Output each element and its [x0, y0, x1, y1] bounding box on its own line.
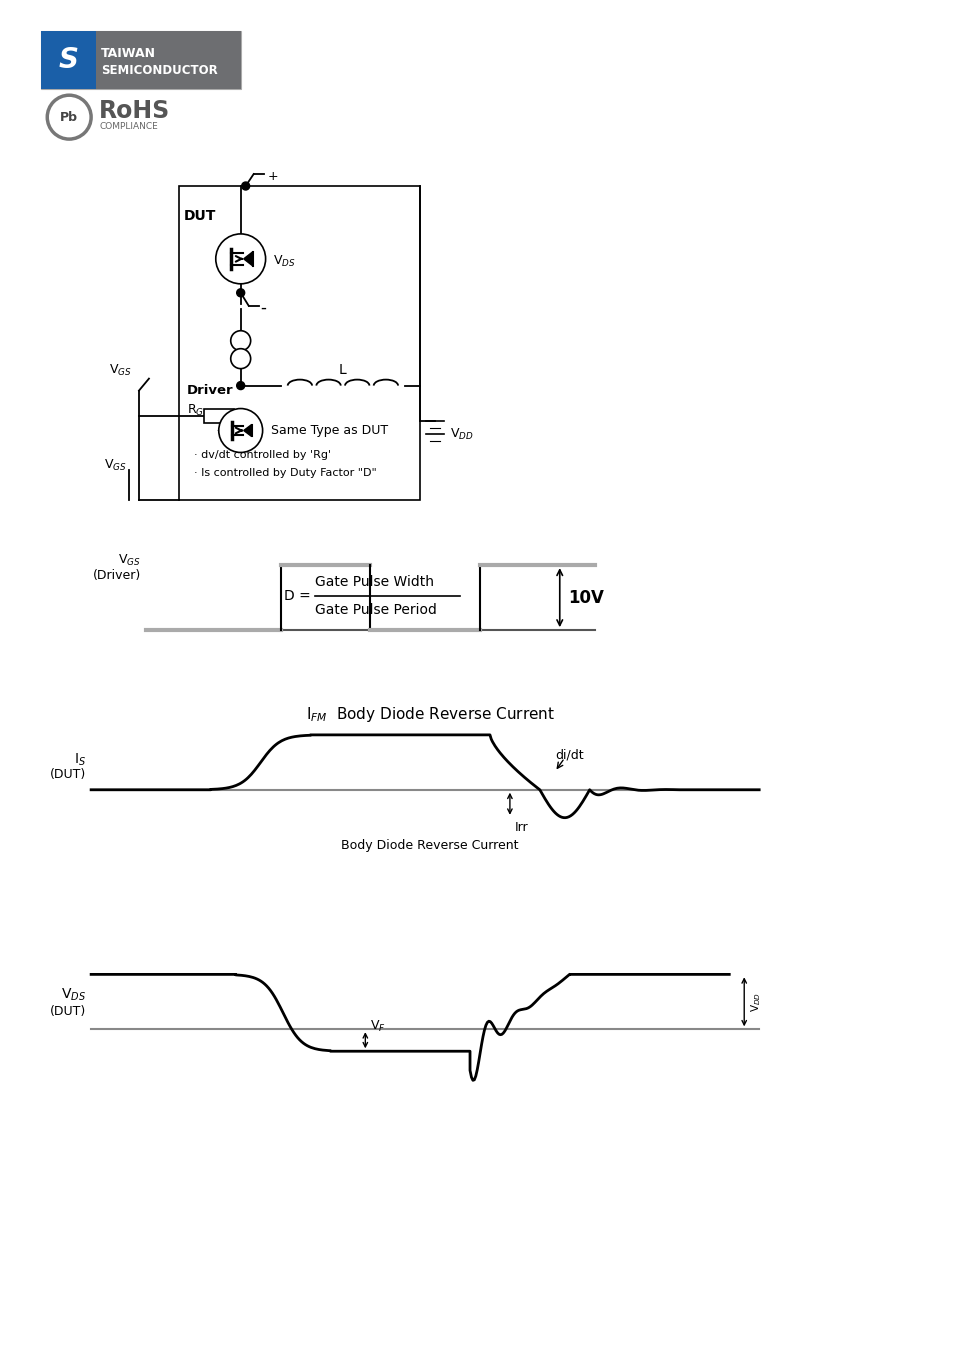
Text: V$_{GS}$: V$_{GS}$	[109, 363, 132, 378]
Text: di/dt: di/dt	[555, 748, 583, 762]
Bar	[204, 408, 233, 423]
Circle shape	[231, 349, 251, 369]
Circle shape	[231, 331, 251, 351]
Circle shape	[236, 381, 244, 389]
Text: Same Type as DUT: Same Type as DUT	[271, 424, 387, 436]
Text: V$_{DS}$: V$_{DS}$	[273, 254, 295, 269]
Text: S: S	[59, 46, 78, 74]
Text: Gate Pulse Period: Gate Pulse Period	[315, 603, 436, 617]
Circle shape	[218, 408, 262, 453]
Text: -: -	[260, 299, 266, 316]
Text: V$_{DS}$: V$_{DS}$	[61, 986, 86, 1002]
Text: Pb: Pb	[60, 111, 78, 124]
Text: V$_F$: V$_F$	[370, 1019, 386, 1035]
Text: Irr: Irr	[515, 821, 528, 834]
Circle shape	[241, 182, 250, 190]
Text: L: L	[338, 362, 346, 377]
Text: R$_G$: R$_G$	[187, 403, 204, 417]
Text: RoHS: RoHS	[99, 99, 171, 123]
Text: V$_{GS}$: V$_{GS}$	[118, 553, 141, 569]
Bar	[41, 31, 240, 89]
Text: TAIWAN: TAIWAN	[101, 47, 156, 59]
Text: I$_{FM}$  Body Diode Reverse Current: I$_{FM}$ Body Diode Reverse Current	[305, 705, 554, 724]
Text: D =: D =	[283, 589, 310, 603]
Text: Driver: Driver	[187, 384, 233, 397]
Text: Body Diode Reverse Current: Body Diode Reverse Current	[341, 839, 518, 852]
Text: SEMICONDUCTOR: SEMICONDUCTOR	[101, 65, 217, 77]
Text: +: +	[268, 169, 278, 182]
Text: · dv/dt controlled by 'Rg': · dv/dt controlled by 'Rg'	[193, 450, 331, 461]
Circle shape	[215, 234, 265, 284]
Text: (DUT): (DUT)	[50, 769, 86, 781]
Text: · Is controlled by Duty Factor "D": · Is controlled by Duty Factor "D"	[193, 469, 376, 478]
Text: (Driver): (Driver)	[92, 569, 141, 582]
Text: (DUT): (DUT)	[50, 1005, 86, 1017]
Text: V$_{GS}$: V$_{GS}$	[104, 458, 127, 473]
Text: DUT: DUT	[184, 209, 216, 223]
Polygon shape	[243, 251, 253, 266]
Circle shape	[48, 95, 91, 139]
Text: Gate Pulse Width: Gate Pulse Width	[315, 576, 434, 589]
Circle shape	[236, 289, 244, 297]
Text: COMPLIANCE: COMPLIANCE	[99, 122, 157, 131]
Text: I$_S$: I$_S$	[74, 751, 86, 767]
Text: V$_{DD}$: V$_{DD}$	[450, 427, 474, 442]
Text: V$_{DD}$: V$_{DD}$	[748, 992, 762, 1012]
Bar	[96, 31, 240, 89]
Bar	[41, 31, 96, 89]
Text: 10V: 10V	[567, 589, 603, 607]
Bar	[178, 186, 419, 500]
Polygon shape	[243, 424, 252, 436]
